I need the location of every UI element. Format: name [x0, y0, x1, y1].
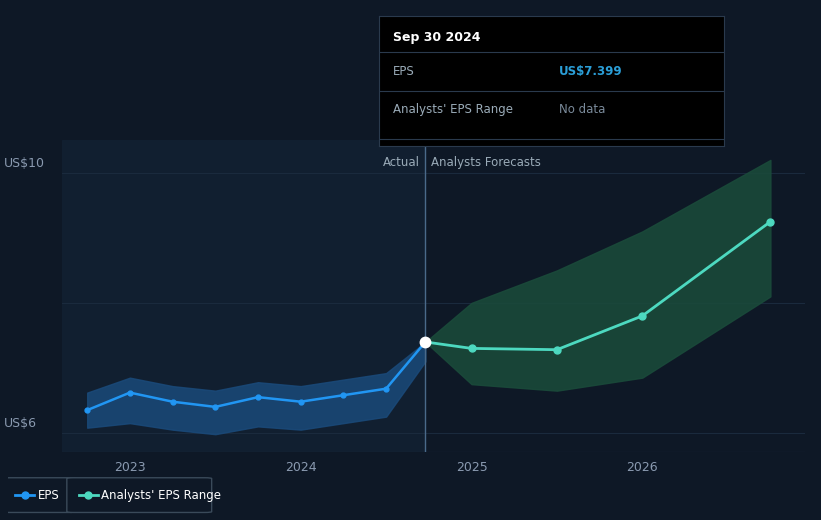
FancyBboxPatch shape: [3, 478, 76, 513]
Text: US$6: US$6: [4, 417, 37, 431]
Text: Sep 30 2024: Sep 30 2024: [393, 31, 480, 44]
Text: Analysts Forecasts: Analysts Forecasts: [430, 156, 540, 169]
Text: US$10: US$10: [4, 157, 45, 171]
Text: EPS: EPS: [393, 65, 415, 78]
Bar: [62, 140, 425, 452]
Text: No data: No data: [558, 103, 605, 116]
Text: Analysts' EPS Range: Analysts' EPS Range: [101, 489, 222, 502]
Text: EPS: EPS: [38, 489, 59, 502]
Text: US$7.399: US$7.399: [558, 65, 622, 78]
Text: Actual: Actual: [383, 156, 420, 169]
FancyBboxPatch shape: [67, 478, 212, 513]
Text: Analysts' EPS Range: Analysts' EPS Range: [393, 103, 513, 116]
